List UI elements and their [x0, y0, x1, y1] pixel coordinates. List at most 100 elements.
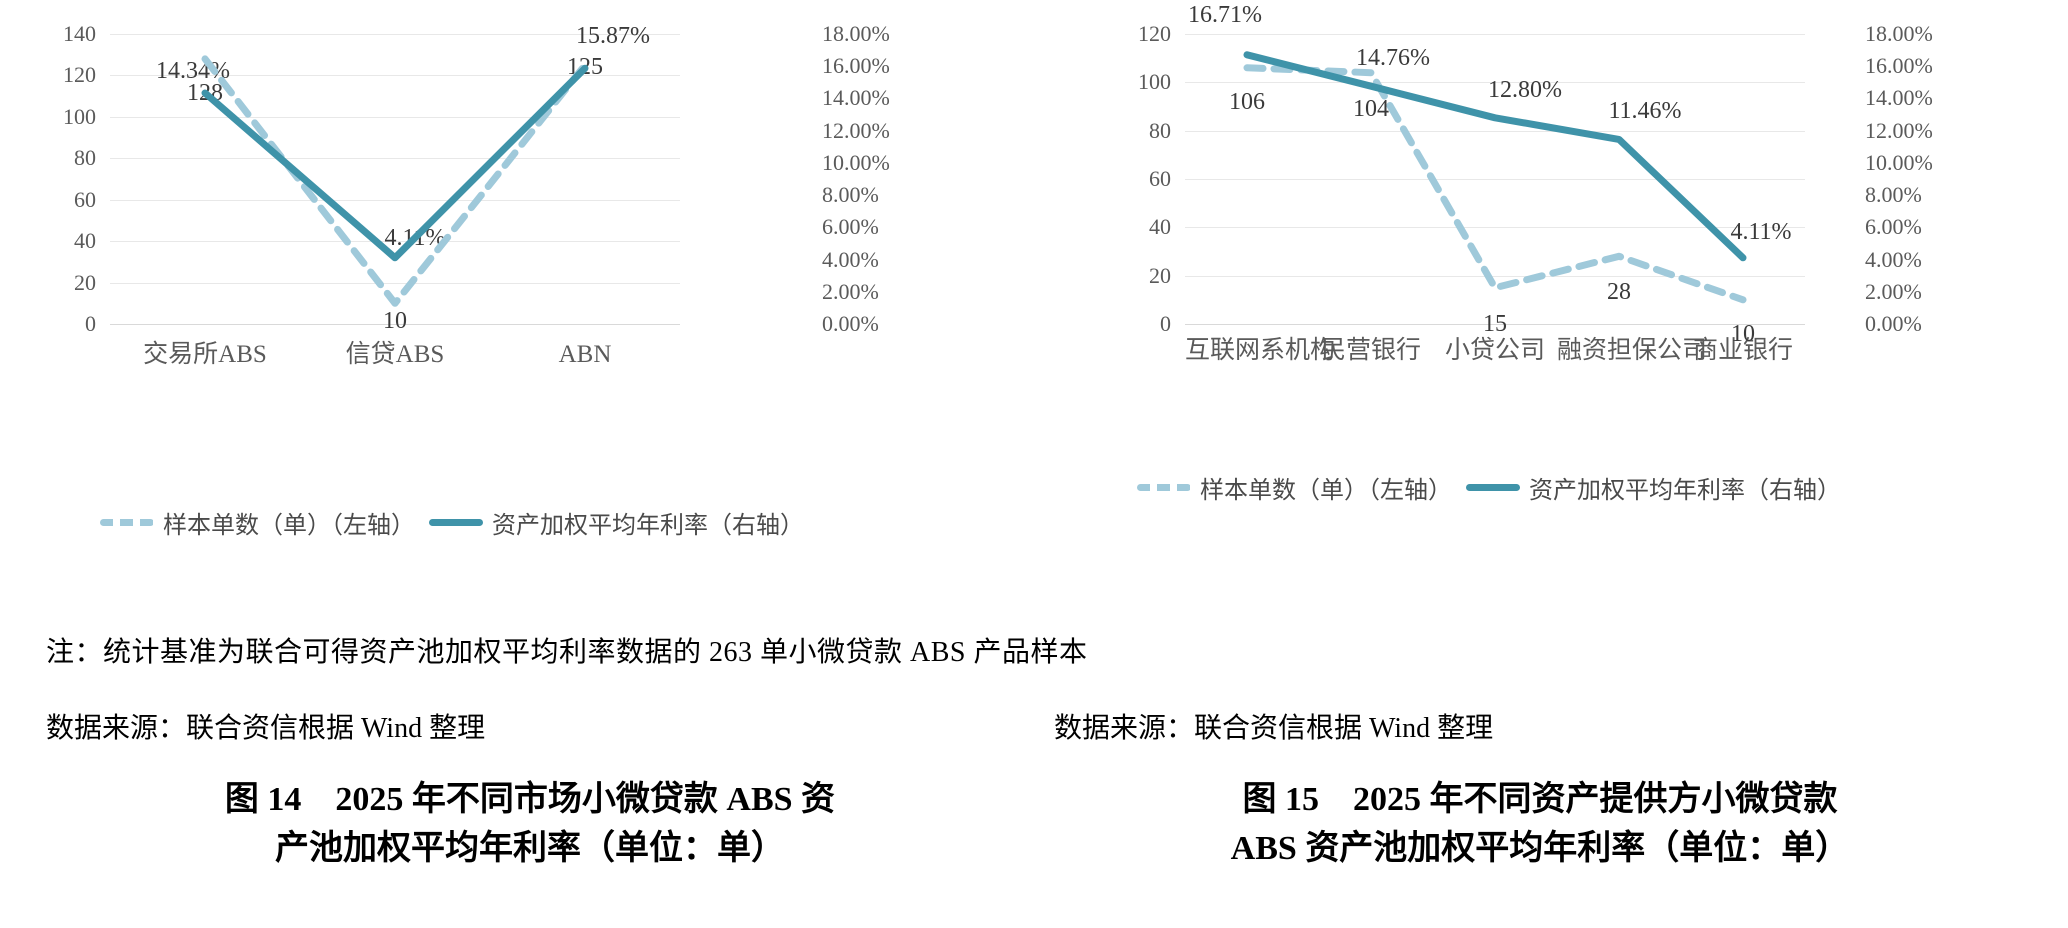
data-label: 104: [1353, 95, 1389, 122]
series-line-0: [1243, 64, 1747, 304]
y-axis-left-tick: 60: [1149, 166, 1171, 191]
figure-15-caption-line1: 图 15 2025 年不同资产提供方小微贷款: [1242, 781, 1838, 818]
legend-item-sample-count[interactable]: 样本单数（单）（左轴）: [1137, 470, 1452, 505]
data-label: 10: [1731, 320, 1755, 347]
dashed-line-icon: [100, 519, 154, 526]
figure-15-caption-line2: ABS 资产池加权平均年利率（单位：单）: [1230, 830, 1850, 868]
y-axis-right-tick: 18.00%: [1865, 21, 1933, 46]
gridline: [110, 282, 680, 284]
chart-note: 注：统计基准为联合可得资产池加权平均利率数据的 263 单小微贷款 ABS 产品…: [46, 637, 1088, 668]
data-label: 28: [1607, 279, 1631, 306]
legend-figure-15: 样本单数（单）（左轴） 资产加权平均年利率（右轴）: [1137, 470, 1841, 505]
y-axis-right-tick: 2.00%: [1865, 278, 1922, 304]
legend-label-weighted-rate: 资产加权平均年利率（右轴）: [1529, 478, 1841, 504]
figure-15-column: 120 100 80 60 40 20 0 18.00% 16.00% 14.00% 12.00% 1…: [1075, 0, 2068, 600]
y-axis-right-tick: 4.00%: [822, 246, 879, 272]
y-axis-right-tick: 0.00%: [1865, 311, 1922, 336]
data-label: 15.87%: [576, 23, 650, 50]
gridline: [1185, 82, 1805, 84]
legend-item-weighted-rate[interactable]: 资产加权平均年利率（右轴）: [1466, 470, 1841, 505]
y-axis-left-tick: 20: [1149, 262, 1171, 288]
x-axis-line: [1185, 324, 1805, 325]
gridline: [1185, 179, 1805, 180]
legend-label-weighted-rate: 资产加权平均年利率（右轴）: [492, 513, 804, 539]
y-axis-right-tick: 10.00%: [822, 149, 890, 175]
y-axis-right-tick: 8.00%: [1865, 182, 1922, 208]
gridline: [1185, 130, 1805, 132]
y-axis-right-tick: 0.00%: [822, 311, 879, 336]
figure-14-caption: 图 14 2025 年不同市场小微贷款 ABS 资 产池加权平均年利率（单位：单…: [30, 775, 1030, 874]
y-axis-right-tick: 12.00%: [1865, 117, 1933, 143]
y-axis-left-tick: 40: [74, 228, 96, 254]
y-axis-right-tick: 16.00%: [1865, 53, 1933, 79]
y-axis-right-tick: 14.00%: [822, 85, 890, 111]
data-label: 10: [383, 308, 407, 335]
y-axis-right-tick: 8.00%: [822, 182, 879, 208]
x-axis-tick-label: 商业银行: [1692, 337, 1793, 364]
figure-14-caption-line1: 图 14 2025 年不同市场小微贷款 ABS 资: [224, 781, 836, 818]
solid-line-icon: [429, 519, 483, 526]
y-axis-right-tick: 2.00%: [822, 278, 879, 304]
figures-row: 140 120 100 80 60 40 20 0 18.00% 16.00% 14.00% 12.0…: [0, 0, 2068, 600]
solid-line-icon: [1466, 484, 1520, 491]
legend-item-weighted-rate[interactable]: 资产加权平均年利率（右轴）: [429, 505, 804, 540]
x-axis-tick-label: ABN: [558, 341, 612, 368]
gridline: [110, 158, 680, 160]
chart-figure-15: 120 100 80 60 40 20 0 18.00% 16.00% 14.00% 12.00% 1…: [1075, 0, 2068, 470]
x-axis-line: [110, 324, 680, 325]
series-line-0: [201, 55, 589, 307]
y-axis-left-tick: 140: [63, 21, 96, 46]
data-label: 11.46%: [1608, 98, 1682, 125]
y-axis-left-tick: 0: [1160, 311, 1171, 336]
x-axis-tick-label: 民营银行: [1320, 337, 1421, 364]
y-axis-right-tick: 16.00%: [822, 53, 890, 79]
y-axis-left-tick: 40: [1149, 214, 1171, 240]
series-line-1: [201, 64, 589, 262]
gridline: [1185, 227, 1805, 229]
y-axis-left-tick: 120: [63, 62, 96, 88]
y-axis-right-tick: 12.00%: [822, 117, 890, 143]
y-axis-right-tick: 6.00%: [1865, 214, 1922, 240]
y-axis-right-tick: 10.00%: [1865, 149, 1933, 175]
series-line-1: [1243, 51, 1747, 262]
data-label: 16.71%: [1188, 1, 1262, 28]
figure-14-column: 140 120 100 80 60 40 20 0 18.00% 16.00% 14.00% 12.0…: [0, 0, 1075, 600]
y-axis-left-tick: 80: [74, 145, 96, 171]
gridline: [110, 34, 680, 35]
y-axis-left-tick: 20: [74, 269, 96, 295]
y-axis-left-tick: 60: [74, 186, 96, 212]
data-label: 4.11%: [1730, 218, 1792, 245]
figure-15-source: 数据来源：联合资信根据 Wind 整理: [1054, 713, 1494, 744]
y-axis-right-tick: 4.00%: [1865, 246, 1922, 272]
y-axis-left-tick: 100: [63, 103, 96, 129]
y-axis-left-tick: 100: [1138, 69, 1171, 95]
data-label: 14.76%: [1356, 45, 1430, 72]
gridline: [110, 199, 680, 201]
data-label: 106: [1229, 88, 1265, 115]
series-lines: [1243, 51, 1747, 304]
legend-label-sample-count: 样本单数（单）（左轴）: [1200, 478, 1452, 504]
series-lines: [201, 55, 589, 307]
x-axis-tick-label: 信贷ABS: [345, 341, 445, 368]
x-axis-tick-label: 交易所ABS: [143, 341, 267, 368]
gridline: [110, 75, 680, 77]
legend-item-sample-count[interactable]: 样本单数（单）（左轴）: [100, 505, 415, 540]
y-axis-left-tick: 80: [1149, 117, 1171, 143]
gridline: [110, 116, 680, 118]
y-axis-left-tick: 0: [85, 311, 96, 336]
gridline: [1185, 34, 1805, 35]
gridline: [1185, 275, 1805, 277]
x-axis-tick-label: 小贷公司: [1444, 337, 1545, 364]
data-label: 15: [1483, 310, 1507, 337]
y-axis-right-tick: 6.00%: [822, 214, 879, 240]
figure-15-caption: 图 15 2025 年不同资产提供方小微贷款 ABS 资产池加权平均年利率（单位…: [1040, 775, 2040, 874]
y-axis-left-tick: 120: [1138, 21, 1171, 46]
legend-figure-14: 样本单数（单）（左轴） 资产加权平均年利率（右轴）: [100, 505, 804, 540]
y-axis-right-tick: 18.00%: [822, 21, 890, 46]
figure-14-caption-line2: 产池加权平均年利率（单位：单）: [275, 830, 785, 868]
legend-label-sample-count: 样本单数（单）（左轴）: [163, 513, 415, 539]
data-label: 12.80%: [1488, 76, 1562, 103]
figure-14-source: 数据来源：联合资信根据 Wind 整理: [46, 713, 486, 744]
y-axis-right-tick: 14.00%: [1865, 85, 1933, 111]
gridline: [110, 241, 680, 243]
